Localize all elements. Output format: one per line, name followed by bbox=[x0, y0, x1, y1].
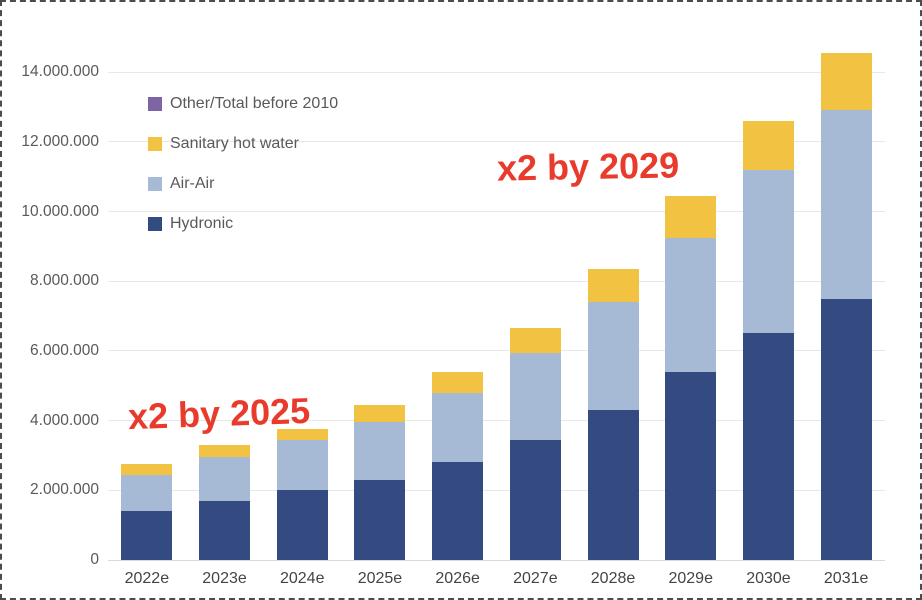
bar-segment-sanitary-hot-water-2022e bbox=[121, 464, 173, 475]
bar-segment-sanitary-hot-water-2026e bbox=[432, 371, 484, 393]
x-axis-label-2022e: 2022e bbox=[124, 570, 170, 587]
legend-label: Other/Total before 2010 bbox=[170, 95, 339, 112]
bar-segment-air-air-2028e bbox=[587, 302, 639, 411]
x-axis-label-2030e: 2030e bbox=[746, 570, 791, 587]
y-axis-tick-label: 10.000.000 bbox=[21, 202, 99, 220]
bar-segment-air-air-2027e bbox=[509, 352, 561, 440]
legend-label: Air-Air bbox=[170, 175, 215, 192]
bar-segment-hydronic-2024e bbox=[276, 490, 328, 560]
bar-segment-hydronic-2025e bbox=[354, 479, 406, 560]
bar-segment-sanitary-hot-water-2029e bbox=[665, 195, 717, 238]
x-axis-label-2025e: 2025e bbox=[357, 570, 403, 587]
y-axis-tick-label: 2.000.000 bbox=[30, 481, 99, 499]
bar-segment-air-air-2024e bbox=[276, 439, 328, 491]
bar-segment-sanitary-hot-water-2028e bbox=[587, 269, 639, 303]
legend-swatch-icon bbox=[148, 217, 162, 231]
x-axis-label-2024e: 2024e bbox=[279, 570, 325, 587]
bar-segment-air-air-2023e bbox=[199, 457, 251, 501]
bar-segment-hydronic-2029e bbox=[665, 371, 717, 560]
bar-segment-sanitary-hot-water-2030e bbox=[742, 120, 794, 170]
gridline-10.000.000 bbox=[108, 211, 885, 212]
x-axis-label-2028e: 2028e bbox=[590, 570, 636, 587]
gridline-0 bbox=[108, 559, 885, 561]
bar-segment-sanitary-hot-water-2023e bbox=[199, 444, 251, 458]
gridline-12.000.000 bbox=[108, 141, 885, 143]
legend-label: Hydronic bbox=[170, 215, 234, 232]
gridline-2.000.000 bbox=[108, 489, 885, 491]
bar-segment-hydronic-2022e bbox=[121, 511, 173, 560]
x-axis-label-2027e: 2027e bbox=[513, 570, 558, 587]
gridline-6.000.000 bbox=[108, 350, 885, 352]
x-axis-label-2026e: 2026e bbox=[435, 570, 480, 587]
annotation-x2-by-2025: x2 by 2025 bbox=[127, 389, 311, 438]
y-axis-tick-label: 4.000.000 bbox=[30, 411, 99, 429]
bar-segment-air-air-2025e bbox=[354, 422, 406, 480]
y-axis-tick-label: 8.000.000 bbox=[30, 272, 99, 290]
x-axis-label-2031e: 2031e bbox=[823, 570, 869, 587]
gridline-8.000.000 bbox=[108, 280, 885, 282]
bar-segment-air-air-2029e bbox=[665, 237, 717, 372]
bar-segment-hydronic-2031e bbox=[820, 298, 872, 560]
bar-segment-air-air-2031e bbox=[820, 110, 872, 299]
legend-swatch-icon bbox=[148, 97, 162, 111]
bar-segment-hydronic-2026e bbox=[432, 462, 484, 560]
bar-segment-air-air-2026e bbox=[432, 392, 484, 463]
y-axis-tick-label: 6.000.000 bbox=[30, 341, 99, 359]
y-axis-tick-label: 14.000.000 bbox=[21, 63, 99, 81]
bar-segment-sanitary-hot-water-2025e bbox=[354, 404, 406, 423]
legend-swatch-icon bbox=[148, 177, 162, 191]
bar-segment-hydronic-2027e bbox=[509, 439, 561, 560]
bar-segment-sanitary-hot-water-2031e bbox=[820, 52, 872, 111]
y-axis-tick-label: 12.000.000 bbox=[21, 132, 99, 150]
bar-segment-air-air-2022e bbox=[121, 474, 173, 512]
x-axis-label-2023e: 2023e bbox=[202, 570, 247, 587]
legend-swatch-icon bbox=[148, 137, 162, 151]
bar-segment-hydronic-2028e bbox=[587, 410, 639, 560]
y-axis-tick-label: 0 bbox=[90, 551, 99, 568]
bar-segment-sanitary-hot-water-2024e bbox=[276, 429, 328, 440]
bar-segment-sanitary-hot-water-2027e bbox=[509, 328, 561, 353]
bar-segment-hydronic-2030e bbox=[742, 333, 794, 560]
gridline-14.000.000 bbox=[108, 71, 885, 73]
x-axis-label-2029e: 2029e bbox=[668, 570, 713, 587]
annotation-x2-by-2029: x2 by 2029 bbox=[496, 144, 680, 189]
bar-segment-hydronic-2023e bbox=[199, 500, 251, 560]
gridline-4.000.000 bbox=[108, 420, 885, 422]
bar-segment-air-air-2030e bbox=[742, 169, 794, 334]
legend-label: Sanitary hot water bbox=[170, 135, 299, 152]
